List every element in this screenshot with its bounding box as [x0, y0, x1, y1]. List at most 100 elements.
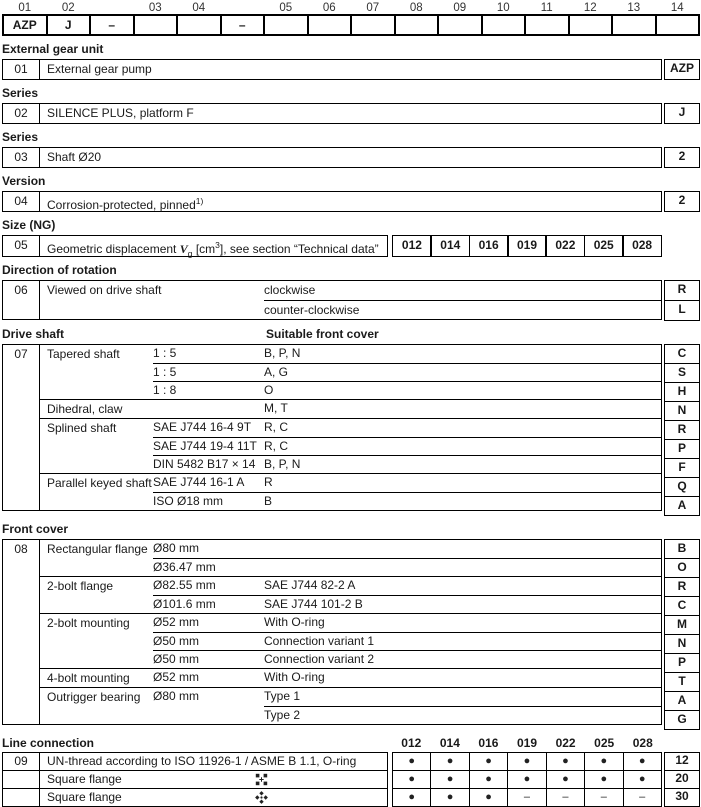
section-heading-series: Series: [2, 130, 39, 144]
ordering-code-box: [393, 14, 439, 36]
section-heading-line-connection: Line connection 012 014 016 019 022 025 …: [2, 737, 700, 750]
spec: Ø50 mm: [153, 634, 200, 648]
description: Viewed on drive shaft: [47, 283, 162, 297]
code-cell: C: [664, 596, 700, 616]
spec: 1 : 5: [153, 346, 177, 360]
code-position-label: 06: [322, 2, 336, 14]
availability-cell: –: [545, 788, 586, 807]
size-cell: 025: [583, 235, 624, 257]
front-covers: O: [264, 383, 274, 397]
ordering-code-box: [350, 14, 396, 36]
code-cell: G: [664, 710, 700, 730]
availability-cell: –: [507, 788, 547, 807]
availability-cell: –: [622, 788, 662, 807]
row-06: 06 Viewed on drive shaft clockwise count…: [2, 280, 700, 321]
ordering-code-box: [132, 14, 178, 36]
section-heading-version: Version: [2, 174, 46, 188]
square-bolt-pattern-icon: [255, 773, 269, 787]
section-heading-series: Series: [2, 86, 39, 100]
code-position-label: 08: [409, 2, 423, 14]
size-options: 012 014 016 019 022 025 028: [392, 235, 663, 257]
row-05: 05 Geometric displacement Vg [cm3], see …: [2, 235, 700, 259]
code-cell: A: [664, 691, 700, 711]
position-number: 04: [3, 192, 40, 211]
ordering-code-box: [611, 14, 657, 36]
availability-cell: ●: [545, 770, 586, 789]
spec: 1 : 8: [153, 383, 177, 397]
description: Square flange: [47, 790, 122, 804]
size-header: 028: [632, 736, 653, 750]
availability-cell: ●: [584, 752, 624, 771]
availability-cell: ●: [468, 770, 509, 789]
availability-cell: ●: [392, 752, 432, 771]
code-cell: 30: [664, 788, 700, 807]
code-cell: R: [664, 280, 700, 301]
code-cell: R: [664, 577, 700, 597]
front-covers: M, T: [264, 401, 288, 415]
ordering-code-box: –: [89, 14, 135, 36]
description: Geometric displacement Vg [cm3], see sec…: [47, 240, 379, 259]
ordering-code-box: [567, 14, 613, 36]
availability-cell: ●: [468, 788, 509, 807]
displacement-symbol: V: [179, 242, 188, 256]
code-position-label: 07: [366, 2, 380, 14]
size-cell: 019: [507, 235, 547, 257]
code-position-label: 11: [540, 2, 553, 14]
spec: SAE J744 16-4 9T: [153, 420, 252, 434]
description: External gear pump: [47, 62, 152, 76]
detail: Type 2: [264, 708, 301, 722]
ordering-code-box: [437, 14, 483, 36]
row-07: 07 Tapered shaft 1 : 5 B, P, N 1 : 5 A, G …: [2, 344, 700, 516]
ordering-code-box: [480, 14, 526, 36]
code-position-label: 12: [583, 2, 597, 14]
description: Square flange: [47, 772, 122, 786]
position-number: 02: [3, 104, 40, 123]
spec: ISO Ø18 mm: [153, 494, 224, 508]
size-cell: 016: [468, 235, 509, 257]
position-number: 08: [3, 540, 40, 724]
cover-group: 4-bolt mounting Ø52 mm With O-ring: [40, 668, 661, 687]
front-covers: R, C: [264, 420, 288, 434]
code-cell: M: [664, 615, 700, 635]
shaft-group: Splined shaft SAE J744 16-4 9T R, C SAE J…: [40, 418, 661, 473]
code-position-label: 05: [279, 2, 293, 14]
size-header: 014: [439, 736, 460, 750]
availability-cell: ●: [430, 788, 470, 807]
code-cell: C: [664, 344, 700, 364]
detail: [264, 559, 661, 576]
code-position-label: 01: [18, 2, 32, 14]
availability-cell: ●: [392, 770, 432, 789]
availability-cells: ● ● ● ● ● ● ●: [392, 770, 662, 789]
code-position-label: 14: [670, 2, 684, 14]
availability-cell: ●: [507, 752, 547, 771]
size-header: 012: [401, 736, 422, 750]
code-cell: B: [664, 539, 700, 559]
row-01: 01 External gear pump AZP: [2, 59, 700, 80]
row-08: 08 Rectangular flange Ø80 mm Ø36.47 mm 2…: [2, 539, 700, 730]
spec: [153, 400, 264, 418]
size-header-row: 012 014 016 019 022 025 028: [392, 737, 662, 750]
spec: DIN 5482 B17 × 14: [153, 457, 256, 471]
availability-cell: ●: [430, 752, 470, 771]
detail: [264, 540, 661, 558]
front-covers: R, C: [264, 439, 288, 453]
spec: Ø80 mm: [153, 541, 200, 555]
size-header: 022: [555, 736, 576, 750]
code-column: B O R C M N P T A G: [662, 539, 700, 730]
size-cell: 028: [622, 235, 663, 257]
spec: Ø80 mm: [153, 689, 200, 703]
code-cell: N: [664, 634, 700, 654]
ordering-code-box: [524, 14, 570, 36]
size-header: 025: [594, 736, 615, 750]
section-heading-front-cover: Front cover: [2, 522, 69, 536]
code-cell: P: [664, 439, 700, 459]
line-connection-row: Square flange ● ● ● – – – – 30: [2, 788, 700, 807]
code-cell: L: [664, 300, 700, 321]
availability-cell: ●: [622, 770, 662, 789]
row-02: 02 SILENCE PLUS, platform F J: [2, 103, 700, 124]
code-cell: S: [664, 363, 700, 383]
availability-cell: –: [584, 788, 624, 807]
availability-cells: ● ● ● – – – –: [392, 788, 662, 807]
spec: Ø82.55 mm: [153, 578, 216, 592]
